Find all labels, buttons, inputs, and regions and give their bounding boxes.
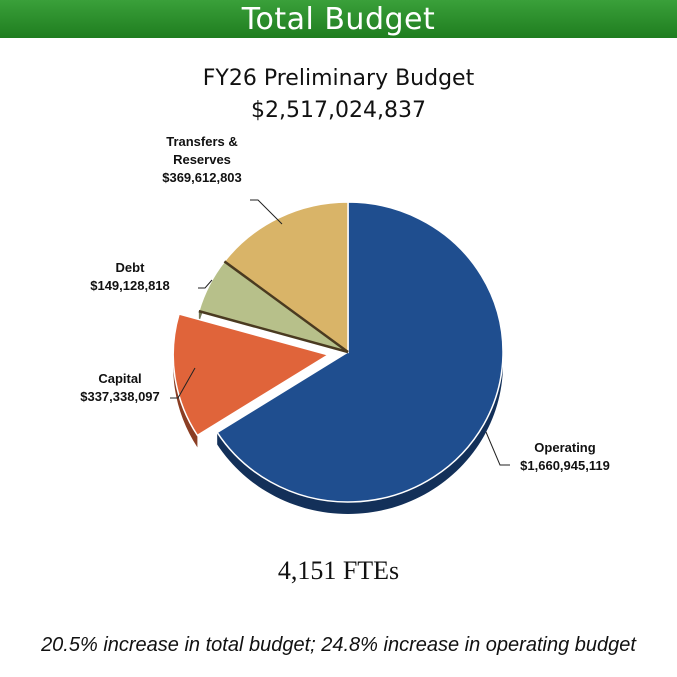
pie-slice-capital-edge — [173, 314, 198, 448]
chart-title: FY26 Preliminary Budget — [202, 66, 475, 91]
slice-value-transfers-reserves: $369,612,803 — [162, 170, 242, 185]
pie-slice-transfers-reserves — [223, 201, 349, 354]
leader-line-transfers-reserves — [250, 199, 283, 225]
slice-divider — [198, 309, 349, 354]
leader-line-debt — [198, 279, 213, 289]
slice-label-debt: Debt $149,128,818 — [90, 260, 170, 293]
slice-value-debt: $149,128,818 — [90, 278, 170, 293]
slice-label-operating: Operating $1,660,945,119 — [520, 440, 610, 473]
slice-value-capital: $337,338,097 — [80, 389, 160, 404]
pie-slice-capital — [172, 313, 331, 437]
leader-line-capital — [170, 367, 196, 399]
slice-label-transfers-reserves: Transfers & Reserves $369,612,803 — [162, 134, 242, 185]
page-title: Total Budget — [241, 1, 436, 37]
slice-labels: Operating $1,660,945,119 Capital $337,338,0… — [80, 134, 610, 473]
header-banner: Total Budget — [0, 0, 677, 38]
pie-slices — [172, 201, 504, 503]
budget-increase-note: 20.5% increase in total budget; 24.8% in… — [41, 634, 636, 656]
chart-subtitle: $2,517,024,837 — [251, 98, 426, 123]
leader-line-operating — [485, 431, 510, 466]
slice-label-capital: Capital $337,338,097 — [80, 371, 160, 404]
pie-slice-operating — [216, 201, 504, 503]
fte-count: 4,151 FTEs — [277, 556, 400, 585]
slice-value-operating: $1,660,945,119 — [520, 458, 610, 473]
slice-divider — [223, 260, 349, 354]
